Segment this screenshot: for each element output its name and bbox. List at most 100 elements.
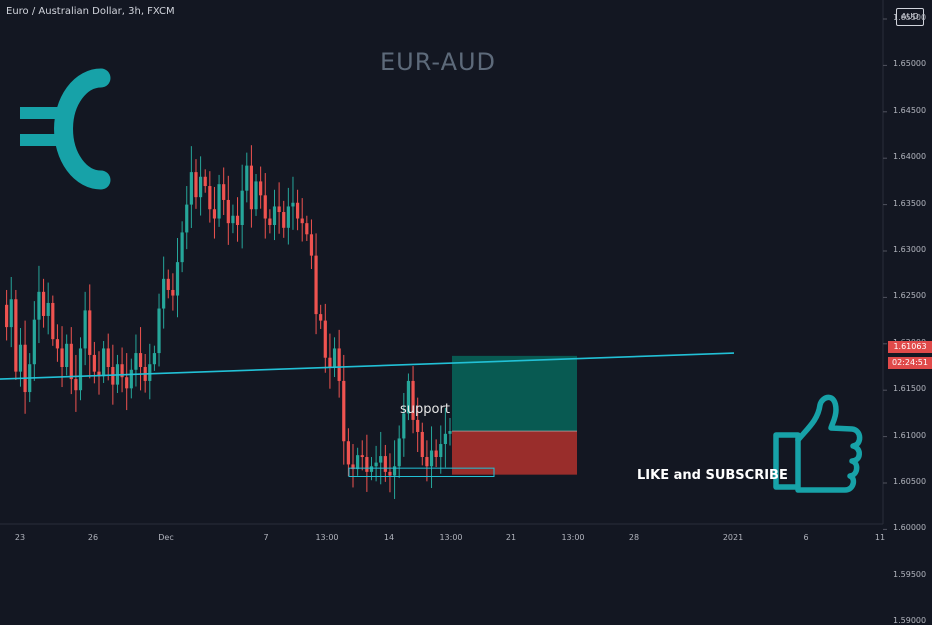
candle-body xyxy=(157,308,161,354)
candle-body xyxy=(138,353,143,367)
candle-body xyxy=(78,348,83,391)
currency-badge[interactable]: AUD xyxy=(896,8,924,26)
candle-body xyxy=(212,209,217,219)
time-tick-label: 6 xyxy=(803,533,809,542)
candle-body xyxy=(268,218,272,226)
candle-body xyxy=(337,348,341,381)
candle-body xyxy=(189,172,193,205)
price-tick-label: 1.62500 xyxy=(893,291,927,301)
candle-body xyxy=(37,291,41,320)
candle-body xyxy=(369,466,374,472)
time-tick-label: Dec xyxy=(158,533,174,542)
candle-body xyxy=(374,462,378,467)
target-zone[interactable] xyxy=(452,355,577,432)
countdown-tag: 02:24:51 xyxy=(888,357,932,369)
candle-body xyxy=(65,343,69,367)
time-tick-label: 26 xyxy=(87,533,99,542)
euro-icon xyxy=(20,68,111,190)
candle-body xyxy=(235,215,240,226)
price-tick-label: 1.65000 xyxy=(893,59,927,69)
candle-body xyxy=(226,199,230,224)
price-tick-label: 1.59500 xyxy=(893,569,927,579)
candle-body xyxy=(263,195,267,219)
candle-body xyxy=(272,206,277,226)
candle-body xyxy=(32,319,36,365)
support-label: support xyxy=(400,402,450,417)
candle-body xyxy=(402,413,406,439)
time-tick-label: 13:00 xyxy=(315,533,339,542)
candle-body xyxy=(314,255,318,315)
candle-body xyxy=(365,457,369,472)
trendline[interactable] xyxy=(0,352,735,380)
price-tick-label: 1.63500 xyxy=(893,198,927,208)
price-tick-label: 1.64500 xyxy=(893,105,927,115)
candle-body xyxy=(175,262,180,296)
candle-body xyxy=(346,441,350,465)
price-tick-label: 1.59000 xyxy=(893,616,927,625)
time-tick-label: 23 xyxy=(14,533,26,542)
candle-body xyxy=(411,380,415,420)
candle-body xyxy=(88,310,92,355)
candle-body xyxy=(129,369,133,389)
current-price-tag: 1.61063 xyxy=(888,341,932,353)
candle-body xyxy=(102,348,106,377)
candle-body xyxy=(342,380,346,442)
support-box[interactable] xyxy=(348,467,495,478)
candle-body xyxy=(356,455,360,470)
time-tick-label: 21 xyxy=(505,533,517,542)
candle-body xyxy=(429,450,434,467)
candle-body xyxy=(259,181,263,196)
candle-body xyxy=(392,466,397,476)
price-tick-marks xyxy=(883,18,887,530)
thumbs-up-icon xyxy=(773,394,863,493)
candle-body xyxy=(125,377,129,389)
candle-body xyxy=(439,444,443,458)
candle-body xyxy=(332,348,337,367)
candle-body xyxy=(282,212,286,228)
price-tick-label: 1.63000 xyxy=(893,245,927,254)
candle-body xyxy=(406,380,411,414)
candle-body xyxy=(328,357,332,367)
time-tick-label: 7 xyxy=(263,533,269,542)
candle-body xyxy=(222,184,226,200)
candle-body xyxy=(171,289,175,296)
candle-body xyxy=(14,299,18,372)
candle-body xyxy=(305,223,309,235)
candle-body xyxy=(240,190,244,226)
candle-body xyxy=(69,343,73,380)
candle-body xyxy=(383,456,387,472)
candle-body xyxy=(231,215,235,224)
price-chart[interactable] xyxy=(0,0,932,550)
candle-body xyxy=(295,202,300,219)
candle-body xyxy=(180,232,184,263)
candle-body xyxy=(323,320,327,358)
price-tick-label: 1.60000 xyxy=(893,523,927,533)
stop-zone[interactable] xyxy=(452,431,577,475)
candle-body xyxy=(9,299,13,328)
price-tick-label: 1.64000 xyxy=(893,152,927,162)
candle-body xyxy=(166,278,170,290)
time-tick-label: 11 xyxy=(874,533,886,542)
candle-body xyxy=(203,176,207,187)
candle-body xyxy=(420,431,424,458)
candle-body xyxy=(448,431,452,434)
candle-body xyxy=(254,181,258,210)
price-tick-label: 1.60500 xyxy=(893,477,927,486)
price-tick-label: 1.65500 xyxy=(893,13,927,22)
symbol-title[interactable]: Euro / Australian Dollar, 3h, FXCM xyxy=(6,6,175,17)
candle-body xyxy=(148,364,152,381)
candle-body xyxy=(198,176,203,198)
candle-body xyxy=(388,471,392,476)
candle-body xyxy=(41,291,46,316)
candle-body xyxy=(351,464,355,470)
candle-body xyxy=(92,354,96,372)
candle-body xyxy=(185,204,189,233)
candle-body xyxy=(434,450,438,458)
candles-group xyxy=(5,145,452,499)
candle-body xyxy=(397,438,401,467)
candle-body xyxy=(97,371,101,377)
candle-body xyxy=(152,353,157,365)
candle-body xyxy=(51,302,55,340)
candle-body xyxy=(162,278,166,309)
